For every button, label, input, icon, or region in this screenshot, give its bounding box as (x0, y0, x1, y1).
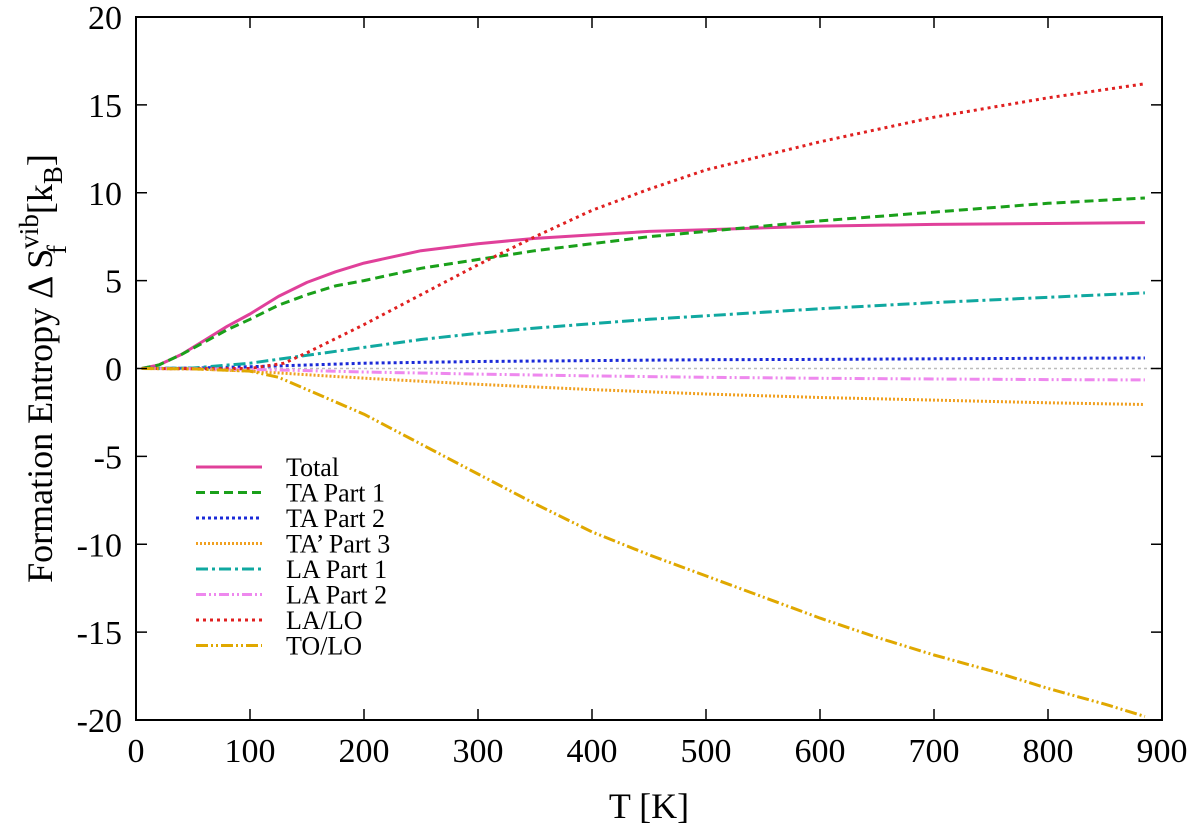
series-line-2 (141, 196, 1145, 370)
legend-label-6: LA Part 2 (286, 581, 387, 610)
x-tick-label: 100 (225, 733, 276, 770)
y-axis-title-unit-open: [k (20, 184, 60, 223)
y-tick-label: 0 (105, 352, 122, 389)
series-line-6 (141, 367, 1145, 382)
x-tick-label: 400 (567, 733, 618, 770)
y-tick-label: -5 (94, 439, 122, 476)
x-tick-label: 0 (128, 733, 145, 770)
x-tick-label: 900 (1137, 733, 1188, 770)
legend-label-1: Total (286, 453, 339, 482)
y-tick-label: -20 (77, 703, 122, 740)
x-axis-title: T [K] (609, 786, 689, 826)
x-tick-label: 700 (909, 733, 960, 770)
series-line-4 (141, 367, 1145, 406)
y-axis-title-unit-close: ] (20, 154, 60, 166)
y-axis-title-unit-sub: B (38, 166, 68, 184)
series-layer (141, 82, 1146, 718)
ticks-layer: 0 100 200 300 400 500 600 700 800 900 -20 -15 -10 -5 0… (77, 0, 1188, 770)
series-line-1 (141, 221, 1145, 370)
series-line-7 (141, 82, 1146, 371)
y-axis-title-sub: f (42, 245, 72, 254)
legend-label-4: TA’ Part 3 (286, 530, 390, 559)
series-line-8 (141, 367, 1146, 718)
legend-label-3: TA Part 2 (286, 504, 385, 533)
y-tick-label: -15 (77, 615, 122, 652)
y-tick-label: 15 (88, 88, 122, 125)
x-tick-label: 200 (339, 733, 390, 770)
series-line-3 (141, 356, 1145, 370)
legend-label-2: TA Part 1 (286, 479, 385, 508)
y-tick-label: 10 (88, 176, 122, 213)
y-tick-label: 5 (105, 264, 122, 301)
legend-label-5: LA Part 1 (286, 555, 387, 584)
legend-label-8: TO/LO (286, 632, 362, 661)
y-axis-title: Formation Entropy Δ Svibf [kB] (14, 154, 72, 583)
legend-label-7: LA/LO (286, 606, 363, 635)
y-tick-label: 20 (88, 0, 122, 37)
x-tick-label: 500 (681, 733, 732, 770)
x-tick-label: 600 (795, 733, 846, 770)
x-tick-label: 800 (1023, 733, 1074, 770)
series-line-5 (141, 291, 1145, 370)
x-tick-label: 300 (453, 733, 504, 770)
y-axis-title-sup: vib (14, 214, 44, 249)
y-axis-title-main: Formation Entropy Δ S (20, 249, 60, 583)
y-tick-label: -10 (77, 527, 122, 564)
